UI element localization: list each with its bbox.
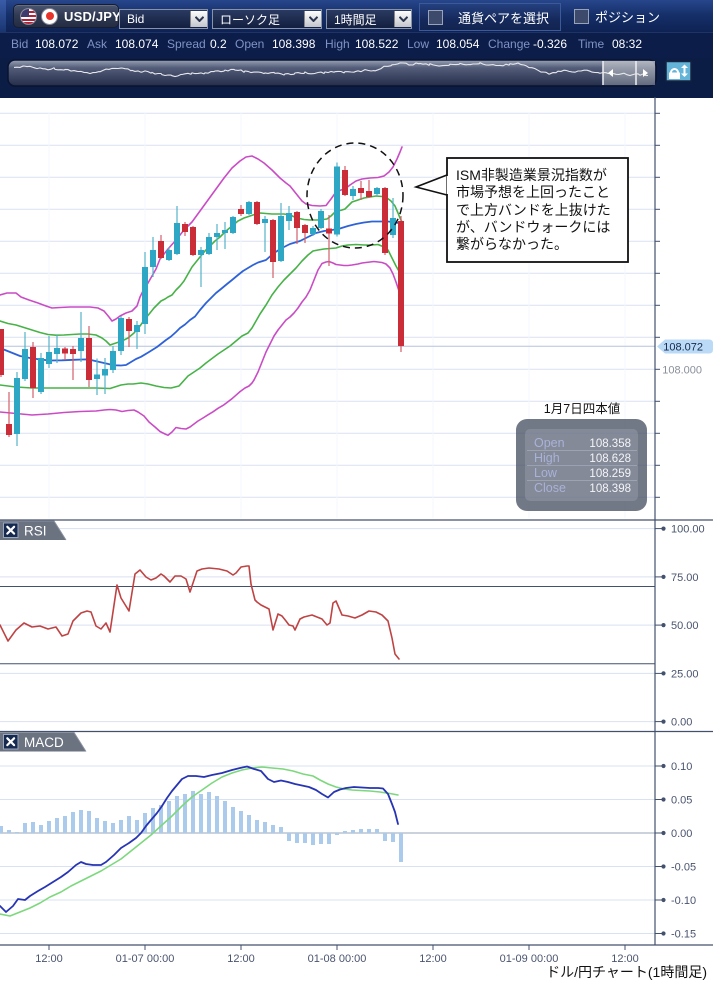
svg-text:01-08 00:00: 01-08 00:00 xyxy=(308,953,367,965)
svg-text:Low: Low xyxy=(534,466,558,480)
svg-text:0.00: 0.00 xyxy=(671,717,692,729)
svg-text:-0.15: -0.15 xyxy=(671,929,696,941)
svg-text:High: High xyxy=(534,451,560,465)
svg-text:12:00: 12:00 xyxy=(227,953,255,965)
svg-text:0.00: 0.00 xyxy=(671,828,692,840)
svg-text:01-07 00:00: 01-07 00:00 xyxy=(116,953,175,965)
svg-text:ISM非製造業景況指数が: ISM非製造業景況指数が xyxy=(456,167,607,183)
svg-text:RSI: RSI xyxy=(24,524,47,539)
svg-text:で上方バンドを上抜けた: で上方バンドを上抜けた xyxy=(456,202,611,218)
svg-text:MACD: MACD xyxy=(24,735,64,750)
svg-text:Open: Open xyxy=(534,436,565,450)
svg-text:-0.10: -0.10 xyxy=(671,895,696,907)
svg-text:01-09 00:00: 01-09 00:00 xyxy=(500,953,559,965)
svg-text:108.628: 108.628 xyxy=(589,453,631,465)
svg-text:市場予想を上回ったこと: 市場予想を上回ったこと xyxy=(456,184,610,200)
svg-text:12:00: 12:00 xyxy=(611,953,639,965)
svg-text:108.072: 108.072 xyxy=(663,342,703,354)
svg-text:0.10: 0.10 xyxy=(671,761,692,773)
svg-text:108.358: 108.358 xyxy=(589,438,631,450)
svg-text:1月7日四本値: 1月7日四本値 xyxy=(544,401,620,416)
svg-text:12:00: 12:00 xyxy=(419,953,447,965)
svg-text:ドル/円チャート(1時間足): ドル/円チャート(1時間足) xyxy=(546,964,707,980)
svg-text:-0.05: -0.05 xyxy=(671,862,696,874)
svg-text:100.00: 100.00 xyxy=(671,524,705,536)
svg-text:25.00: 25.00 xyxy=(671,668,699,680)
svg-text:が、バンドウォークには: が、バンドウォークには xyxy=(456,219,610,235)
svg-text:75.00: 75.00 xyxy=(671,572,699,584)
svg-text:108.259: 108.259 xyxy=(589,468,631,480)
svg-text:108.398: 108.398 xyxy=(589,483,631,495)
svg-text:0.05: 0.05 xyxy=(671,795,692,807)
svg-text:12:00: 12:00 xyxy=(35,953,63,965)
svg-text:繋がらなかった。: 繋がらなかった。 xyxy=(456,236,568,252)
svg-text:108.000: 108.000 xyxy=(662,365,702,377)
svg-text:Close: Close xyxy=(534,481,566,495)
svg-text:50.00: 50.00 xyxy=(671,620,699,632)
